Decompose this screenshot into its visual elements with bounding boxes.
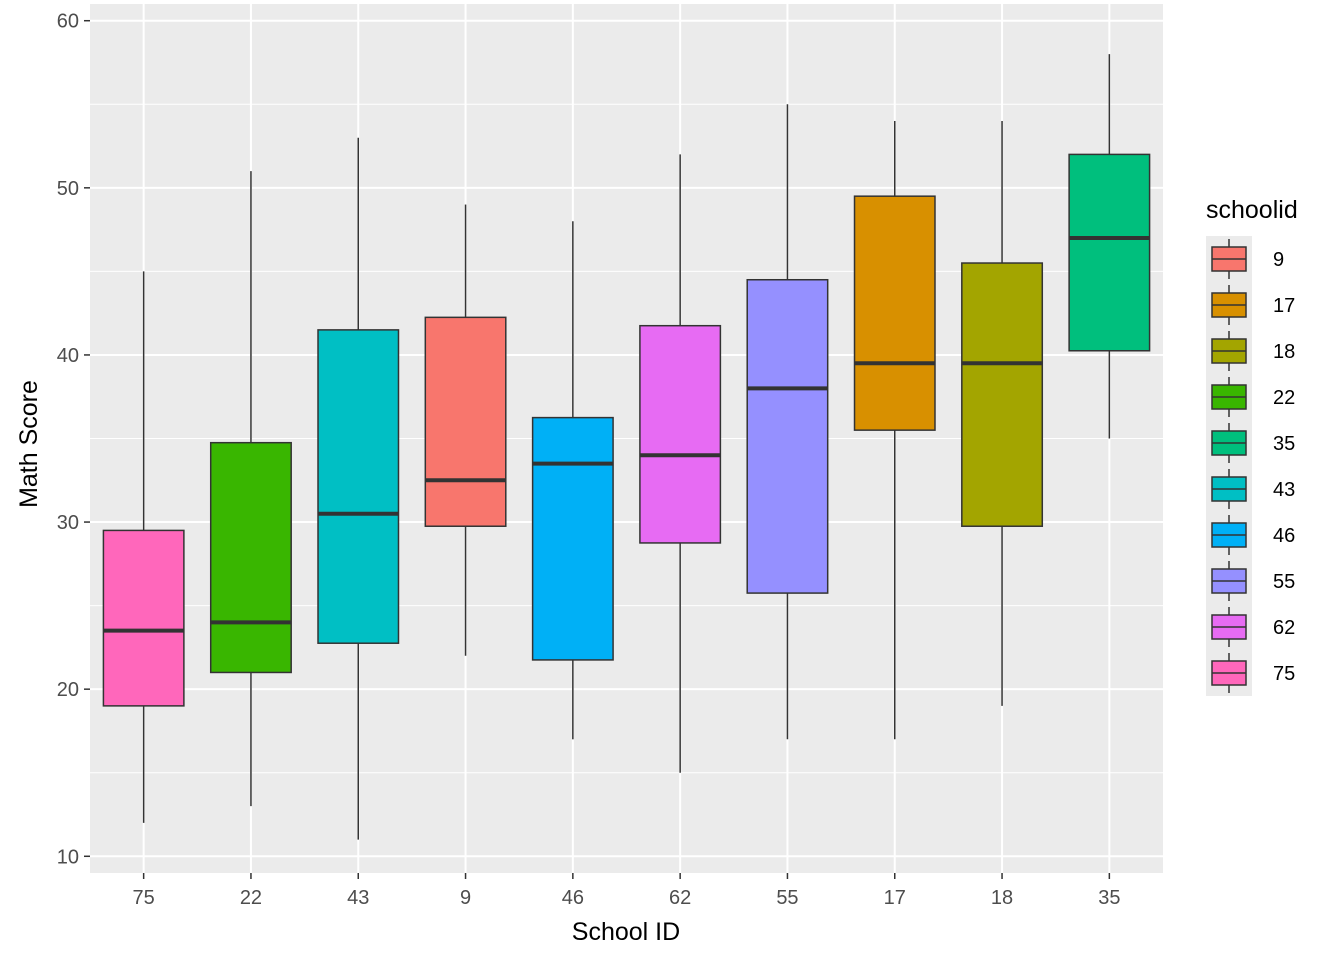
x-tick-label: 62 bbox=[669, 887, 691, 909]
legend-label: 75 bbox=[1273, 663, 1295, 685]
box-school-35 bbox=[1068, 54, 1151, 439]
x-tick-label: 55 bbox=[776, 887, 798, 909]
box-school-17 bbox=[853, 120, 936, 740]
x-tick-label: 43 bbox=[347, 887, 369, 909]
legend-item-46: 46 bbox=[1206, 512, 1295, 558]
box-school-75 bbox=[102, 271, 185, 823]
box-iqr bbox=[746, 278, 829, 594]
box-school-55 bbox=[746, 104, 829, 740]
legend-label: 17 bbox=[1273, 295, 1295, 317]
x-tick-label: 22 bbox=[240, 887, 262, 909]
x-tick-label: 9 bbox=[460, 887, 471, 909]
legend-title: schoolid bbox=[1206, 196, 1298, 224]
legend-item-35: 35 bbox=[1206, 420, 1295, 466]
y-axis-title: Math Score bbox=[15, 380, 43, 508]
legend-item-22: 22 bbox=[1206, 374, 1295, 420]
box-school-46 bbox=[531, 221, 614, 740]
legend-item-75: 75 bbox=[1206, 650, 1295, 696]
x-tick-label: 46 bbox=[562, 887, 584, 909]
legend-label: 35 bbox=[1273, 433, 1295, 455]
y-tick-label: 60 bbox=[57, 11, 79, 33]
box-iqr bbox=[424, 316, 507, 527]
box-iqr bbox=[531, 416, 614, 661]
box-school-22 bbox=[209, 171, 292, 807]
box-iqr bbox=[961, 262, 1044, 527]
box-school-43 bbox=[317, 137, 400, 840]
x-axis-title: School ID bbox=[572, 918, 680, 946]
box-iqr bbox=[317, 329, 400, 644]
box-school-9 bbox=[424, 204, 507, 656]
legend-label: 18 bbox=[1273, 341, 1295, 363]
x-tick-label: 17 bbox=[884, 887, 906, 909]
legend-label: 43 bbox=[1273, 479, 1295, 501]
legend-item-9: 9 bbox=[1206, 236, 1284, 282]
legend-label: 46 bbox=[1273, 525, 1295, 547]
box-iqr bbox=[209, 441, 292, 674]
y-tick-label: 20 bbox=[57, 679, 79, 701]
box-iqr bbox=[102, 529, 185, 707]
legend-item-43: 43 bbox=[1206, 466, 1295, 512]
legend-item-17: 17 bbox=[1206, 282, 1295, 328]
boxes-layer bbox=[102, 54, 1151, 840]
y-tick-label: 50 bbox=[57, 178, 79, 200]
legend-item-18: 18 bbox=[1206, 328, 1295, 374]
x-tick-label: 18 bbox=[991, 887, 1013, 909]
legend-label: 55 bbox=[1273, 571, 1295, 593]
legend: schoolid 9 17 18 22 35 43 46 55 62 75 bbox=[1206, 196, 1298, 696]
x-tick-label: 35 bbox=[1098, 887, 1120, 909]
box-iqr bbox=[1068, 153, 1151, 352]
y-axis: 10 20 30 40 50 60 bbox=[57, 11, 90, 868]
box-school-62 bbox=[639, 154, 722, 773]
legend-label: 9 bbox=[1273, 249, 1284, 271]
legend-label: 62 bbox=[1273, 617, 1295, 639]
box-iqr bbox=[639, 324, 722, 544]
x-axis: 75 22 43 9 46 62 55 17 18 35 bbox=[133, 873, 1120, 909]
legend-item-55: 55 bbox=[1206, 558, 1295, 604]
legend-label: 22 bbox=[1273, 387, 1295, 409]
x-tick-label: 75 bbox=[133, 887, 155, 909]
box-iqr bbox=[853, 195, 936, 431]
y-tick-label: 30 bbox=[57, 512, 79, 534]
box-school-18 bbox=[961, 120, 1044, 706]
y-tick-label: 10 bbox=[57, 846, 79, 868]
legend-item-62: 62 bbox=[1206, 604, 1295, 650]
y-tick-label: 40 bbox=[57, 345, 79, 367]
